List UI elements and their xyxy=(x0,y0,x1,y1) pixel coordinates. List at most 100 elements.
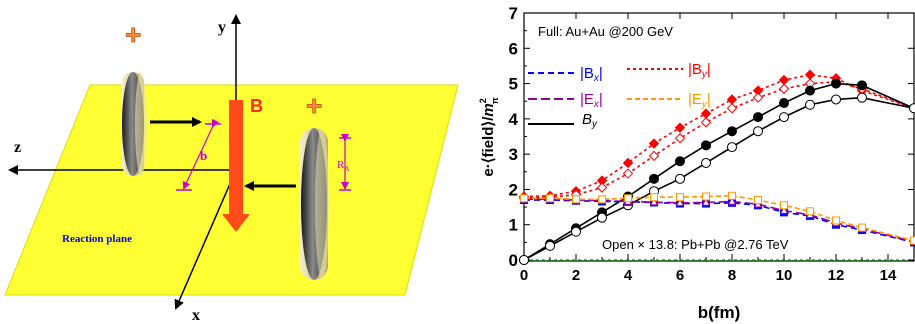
series-line xyxy=(524,199,915,244)
x-tick-label: 14 xyxy=(880,267,897,284)
data-point xyxy=(727,142,737,153)
data-point xyxy=(675,198,685,207)
series-line xyxy=(524,198,915,243)
data-point xyxy=(675,156,685,167)
data-point xyxy=(726,94,738,105)
data-point xyxy=(701,197,711,206)
data-point xyxy=(702,192,710,201)
data-point xyxy=(831,94,841,105)
top-annotation: Full: Au+Au @200 GeV xyxy=(538,24,673,39)
data-point xyxy=(910,236,915,245)
data-point xyxy=(779,206,789,214)
y-tick-label: 3 xyxy=(509,145,518,164)
y-tick-label: 6 xyxy=(509,39,518,58)
data-point xyxy=(701,140,711,151)
data-point xyxy=(753,112,763,123)
y-axis-label: y xyxy=(218,19,226,36)
series-0 xyxy=(518,69,915,202)
magnetic-field-arrowhead xyxy=(222,214,250,232)
data-point xyxy=(728,191,736,200)
right-nucleus xyxy=(300,128,329,280)
x-tick-label: 10 xyxy=(776,267,793,284)
data-point xyxy=(779,112,789,123)
data-point xyxy=(675,173,685,184)
y-tick-label: 4 xyxy=(509,110,519,129)
data-point xyxy=(857,80,867,91)
data-point xyxy=(753,126,763,137)
data-point xyxy=(805,85,815,96)
x-tick-label: 0 xyxy=(520,267,528,284)
x-tick-label: 8 xyxy=(728,267,736,284)
data-point xyxy=(727,196,737,205)
y-tick-label: 7 xyxy=(509,4,518,23)
data-point xyxy=(700,117,712,128)
data-point xyxy=(778,74,790,86)
data-point xyxy=(649,197,659,206)
data-point xyxy=(804,69,816,80)
legend-by-label: |By| xyxy=(688,61,711,80)
data-point xyxy=(778,83,790,95)
reaction-plane-label: Reaction plane xyxy=(62,233,132,245)
data-point xyxy=(779,97,789,108)
data-point xyxy=(832,216,840,225)
data-point xyxy=(598,195,606,204)
data-point xyxy=(519,255,529,265)
magnetic-field-bar xyxy=(229,100,243,216)
y-tick-label: 1 xyxy=(509,216,518,235)
series-6 xyxy=(520,191,915,245)
x-tick-label: 12 xyxy=(828,267,845,284)
impact-parameter-label: b xyxy=(200,148,207,163)
x-axis-title: b(fm) xyxy=(698,303,740,322)
data-point xyxy=(806,207,814,216)
data-point xyxy=(726,103,738,114)
series-line xyxy=(523,80,915,200)
y-tick-label: 2 xyxy=(509,180,518,199)
y-tick-label: 0 xyxy=(509,251,518,270)
data-point xyxy=(727,126,737,137)
data-point xyxy=(648,150,660,162)
collision-diagram: Reaction plane y z x + + B xyxy=(4,14,459,324)
data-point xyxy=(780,201,788,210)
legend: |Bx| |By| |Ex| |Ey| By xyxy=(528,61,711,130)
radius-label: RA xyxy=(337,159,349,173)
z-axis-label: z xyxy=(14,139,21,156)
magnetic-field-label: B xyxy=(250,96,263,116)
legend-by-line-label: By xyxy=(582,111,598,130)
data-point xyxy=(754,196,762,205)
data-point xyxy=(858,223,866,232)
data-point xyxy=(571,226,581,237)
data-point xyxy=(546,194,554,203)
data-point xyxy=(622,168,634,179)
data-point xyxy=(831,78,841,89)
data-point xyxy=(597,212,607,223)
data-point xyxy=(596,182,608,193)
left-charge-plus: + xyxy=(125,19,141,50)
data-point xyxy=(909,103,915,114)
x-tick-label: 6 xyxy=(676,267,684,284)
data-point xyxy=(701,157,711,168)
data-point xyxy=(674,133,686,144)
data-point xyxy=(624,194,632,203)
series-3 xyxy=(519,92,915,265)
legend-ey-label: |Ey| xyxy=(688,91,711,110)
data-point xyxy=(650,193,658,202)
x-tick-label: 2 xyxy=(572,267,580,284)
x-axis-label: x xyxy=(192,307,200,324)
data-point xyxy=(805,99,815,110)
y-axis-title: e·⟨field⟩/m2 π xyxy=(478,97,500,176)
data-point xyxy=(752,92,764,103)
data-point xyxy=(700,108,712,119)
x-axis xyxy=(174,169,237,310)
impact-parameter-arrow xyxy=(182,118,220,190)
data-point xyxy=(648,138,660,149)
legend-bx-label: |Bx| xyxy=(580,65,603,84)
x-tick-label: 4 xyxy=(624,267,633,284)
data-point xyxy=(622,157,634,169)
y-tick-label: 5 xyxy=(509,75,518,94)
series-line xyxy=(524,194,915,242)
legend-ex-label: |Ex| xyxy=(580,91,603,110)
left-nucleus xyxy=(122,72,147,176)
data-point xyxy=(857,92,867,103)
data-point xyxy=(649,173,659,184)
